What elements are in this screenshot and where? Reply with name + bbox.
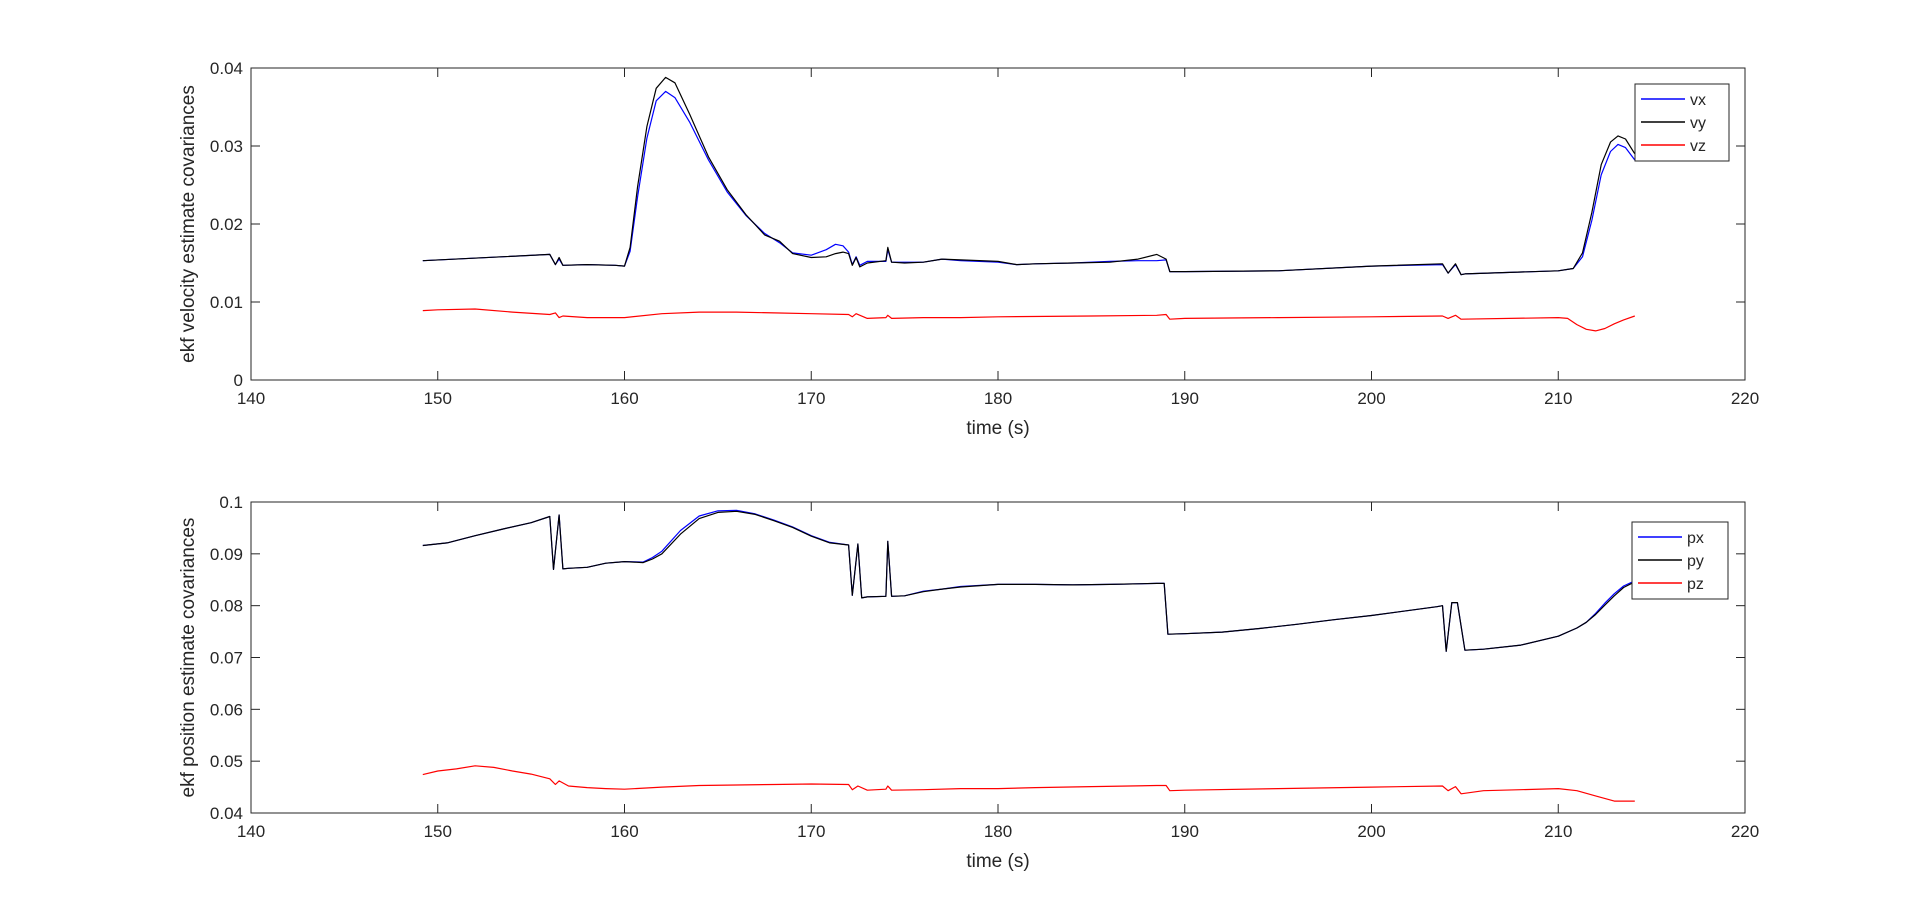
velocity-y-tick-label: 0.01	[210, 293, 243, 312]
position-x-axis-label: time (s)	[966, 851, 1029, 872]
velocity-x-tick-label: 200	[1357, 389, 1385, 408]
position-x-tick-label: 180	[984, 822, 1012, 841]
series-line-pz	[422, 765, 1635, 802]
position-covariance-chart: 140 150 160 170 180 190 200 210 220 0.04 0.05 0.06…	[178, 493, 1759, 872]
velocity-x-axis-label: time (s)	[966, 418, 1029, 439]
legend-label-vy: vy	[1690, 115, 1706, 132]
velocity-y-tick-labels: 0 0.01 0.02 0.03 0.04	[210, 59, 243, 390]
position-y-tick-label: 0.08	[210, 597, 243, 616]
position-y-tick-label: 0.07	[210, 649, 243, 668]
position-y-tick-label: 0.05	[210, 752, 243, 771]
position-x-tick-label: 210	[1544, 822, 1572, 841]
position-x-tick-label: 190	[1171, 822, 1199, 841]
velocity-x-tick-label: 150	[424, 389, 452, 408]
position-x-tick-label: 200	[1357, 822, 1385, 841]
legend-label-vx: vx	[1690, 92, 1706, 109]
velocity-legend: vx vy vz	[1634, 83, 1730, 162]
legend-label-px: px	[1687, 530, 1704, 547]
legend-label-py: py	[1687, 553, 1704, 570]
position-x-tick-label: 140	[237, 822, 265, 841]
position-y-axis-label: ekf position estimate covariances	[178, 518, 199, 798]
position-x-tick-label: 160	[610, 822, 638, 841]
velocity-covariance-chart: 140 150 160 170 180 190 200 210 220 0 0.01 0.02 0.0…	[178, 59, 1759, 439]
position-x-tick-label: 220	[1731, 822, 1759, 841]
position-y-tick-label: 0.06	[210, 700, 243, 719]
position-y-tick-label: 0.1	[219, 493, 243, 512]
position-x-tick-labels: 140 150 160 170 180 190 200 210 220	[237, 822, 1759, 841]
velocity-y-tick-label: 0.04	[210, 59, 243, 78]
position-x-tick-label: 170	[797, 822, 825, 841]
position-y-tick-labels: 0.04 0.05 0.06 0.07 0.08 0.09 0.1	[210, 493, 243, 823]
series-line-vz	[422, 308, 1635, 332]
legend-label-vz: vz	[1690, 138, 1706, 155]
velocity-x-tick-label: 210	[1544, 389, 1572, 408]
velocity-x-tick-labels: 140 150 160 170 180 190 200 210 220	[237, 389, 1759, 408]
series-line-py	[422, 510, 1636, 652]
position-tick-marks	[250, 501, 1746, 814]
velocity-y-axis-label: ekf velocity estimate covariances	[178, 85, 199, 363]
legend-label-pz: pz	[1687, 576, 1704, 593]
velocity-x-tick-label: 170	[797, 389, 825, 408]
velocity-y-tick-label: 0.02	[210, 215, 243, 234]
velocity-x-tick-label: 190	[1171, 389, 1199, 408]
velocity-y-tick-label: 0	[234, 371, 243, 390]
velocity-series-lines	[422, 76, 1636, 332]
velocity-tick-marks	[250, 67, 1746, 381]
velocity-y-tick-label: 0.03	[210, 137, 243, 156]
position-series-lines	[422, 509, 1636, 802]
series-line-vy	[422, 76, 1636, 276]
position-legend: px py pz	[1631, 521, 1729, 600]
position-y-tick-label: 0.04	[210, 804, 243, 823]
velocity-x-tick-label: 220	[1731, 389, 1759, 408]
velocity-x-tick-label: 160	[610, 389, 638, 408]
position-y-tick-label: 0.09	[210, 545, 243, 564]
velocity-x-tick-label: 140	[237, 389, 265, 408]
position-x-tick-label: 150	[424, 822, 452, 841]
velocity-x-tick-label: 180	[984, 389, 1012, 408]
